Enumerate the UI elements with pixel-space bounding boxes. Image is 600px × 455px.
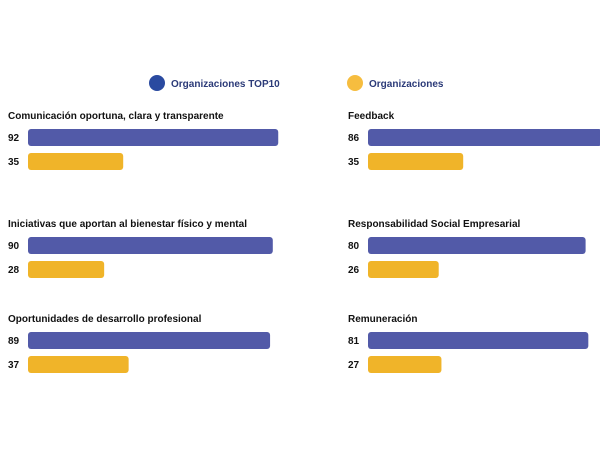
legend: Organizaciones TOP10 Organizaciones	[149, 75, 444, 91]
bar-top10	[368, 129, 600, 146]
bar-top10	[368, 332, 589, 349]
legend-dot-org	[347, 75, 363, 91]
bar-org	[368, 356, 442, 373]
value-label-org: 27	[348, 360, 360, 371]
bar-org	[368, 153, 464, 170]
bar-org	[28, 261, 105, 278]
panel-title: Feedback	[348, 111, 395, 122]
bar-top10	[28, 332, 271, 349]
value-label-top10: 81	[348, 336, 360, 347]
value-label-org: 37	[8, 360, 20, 371]
panel-title: Remuneración	[348, 314, 417, 325]
value-label-top10: 92	[8, 133, 20, 144]
value-label-org: 35	[348, 157, 360, 168]
bar-org	[368, 261, 439, 278]
panel-title: Oportunidades de desarrollo profesional	[8, 314, 202, 325]
value-label-top10: 90	[8, 241, 20, 252]
legend-label-org: Organizaciones	[369, 79, 444, 90]
panel-title: Comunicación oportuna, clara y transpare…	[8, 111, 224, 122]
value-label-top10: 86	[348, 133, 360, 144]
panel-title: Iniciativas que aportan al bienestar fís…	[8, 219, 247, 230]
value-label-top10: 80	[348, 241, 360, 252]
bar-top10	[368, 237, 586, 254]
bar-top10	[28, 237, 273, 254]
bar-org	[28, 153, 124, 170]
legend-dot-top10	[149, 75, 165, 91]
bar-org	[28, 356, 129, 373]
value-label-org: 26	[348, 265, 360, 276]
legend-label-top10: Organizaciones TOP10	[171, 79, 280, 90]
panels: Comunicación oportuna, clara y transpare…	[8, 111, 600, 373]
value-label-top10: 89	[8, 336, 20, 347]
value-label-org: 28	[8, 265, 20, 276]
value-label-org: 35	[8, 157, 20, 168]
bar-top10	[28, 129, 279, 146]
panel-title: Responsabilidad Social Empresarial	[348, 219, 521, 230]
